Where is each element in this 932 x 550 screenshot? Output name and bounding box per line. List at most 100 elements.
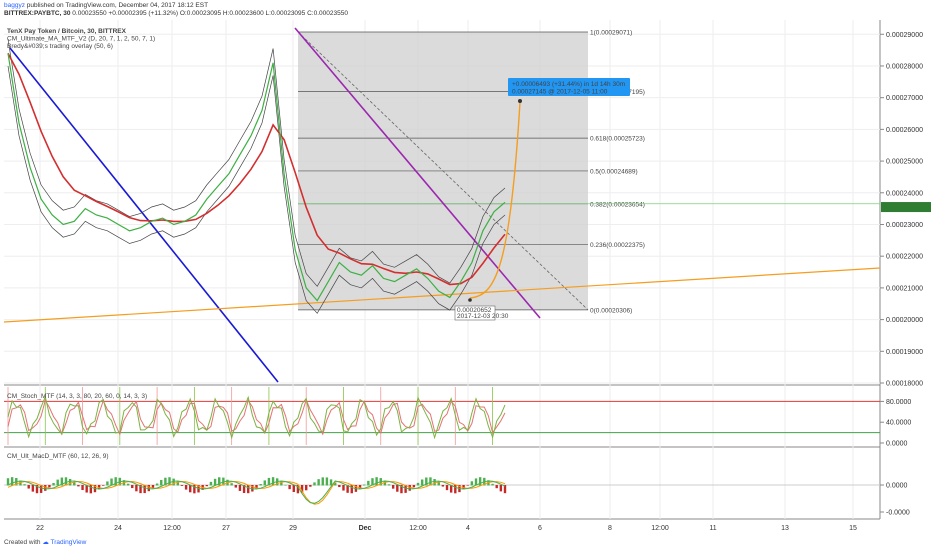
macd-histogram-bar: [449, 485, 453, 493]
macd-histogram-bar: [400, 485, 403, 494]
macd-histogram-bar: [358, 485, 362, 489]
macd-histogram-bar: [10, 477, 14, 486]
macd-histogram-bar: [313, 482, 316, 486]
macd-histogram-bar: [77, 485, 80, 487]
macd-histogram-bar: [35, 485, 39, 494]
macd-histogram-bar: [495, 485, 498, 489]
macd-histogram-bar: [151, 485, 155, 488]
macd-histogram-bar: [445, 485, 449, 491]
macd-histogram-bar: [305, 485, 308, 491]
macd-histogram-bar: [6, 478, 10, 486]
macd-histogram-bar: [31, 485, 35, 492]
x-tick-label: 15: [849, 525, 857, 532]
fib-level-label: 0.236(0.00022375): [590, 242, 645, 249]
macd-histogram-bar: [288, 485, 291, 490]
macd-histogram-bar: [247, 485, 250, 494]
macd-histogram-bar: [391, 485, 395, 489]
x-tick-label: 12:00: [409, 525, 427, 532]
macd-histogram-bar: [160, 480, 163, 486]
macd-histogram-bar: [309, 485, 312, 487]
macd-histogram-bar: [110, 478, 113, 486]
y-tick-label: 0.00020000: [886, 317, 923, 324]
macd-histogram-bar: [27, 485, 30, 489]
macd-histogram-bar: [85, 485, 88, 493]
macd-histogram-bar: [267, 477, 271, 486]
macd-histogram-bar: [263, 480, 266, 486]
projection-sublabel: 0.00027145 @ 2017-12-05 11:00: [512, 89, 608, 96]
macd-histogram-bar: [317, 479, 320, 486]
macd-histogram-bar: [184, 485, 188, 490]
macd-histogram-bar: [383, 480, 387, 486]
legend-indicator-overlay: Bredy&#039;s trading overlay (50, 6): [7, 43, 113, 50]
y-tick-label: 0.00029000: [886, 32, 923, 39]
macd-histogram-bar: [387, 484, 391, 486]
y-tick-label: 0.00025000: [886, 159, 923, 166]
y-tick-label: 0.00028000: [886, 63, 923, 70]
macd-histogram-bar: [321, 477, 324, 486]
x-tick-label: 27: [222, 525, 230, 532]
y-tick-label: 0.00024000: [886, 190, 923, 197]
macd-histogram-bar: [126, 483, 130, 486]
macd-histogram-bar: [209, 481, 213, 486]
macd-histogram-bar: [470, 481, 474, 486]
macd-histogram-bar: [139, 485, 142, 494]
tradingview-logo-icon: ☁: [42, 539, 49, 546]
macd-histogram-bar: [478, 477, 482, 486]
macd-tick-label: -0.0000: [886, 510, 910, 517]
macd-histogram-bar: [189, 485, 192, 493]
macd-histogram-bar: [135, 485, 138, 492]
macd-histogram-bar: [213, 478, 217, 486]
macd-histogram-bar: [52, 483, 55, 486]
macd-tick-label: 0.0000: [886, 483, 908, 490]
macd-histogram-bar: [218, 477, 221, 486]
macd-histogram-bar: [251, 485, 254, 492]
macd-histogram-bar: [429, 477, 432, 486]
overlay-upper-band: [7, 38, 506, 287]
macd-line: [7, 480, 506, 504]
macd-histogram-bar: [362, 484, 366, 486]
macd-histogram-bar: [155, 483, 159, 486]
x-tick-label: 8: [608, 525, 612, 532]
macd-histogram-bar: [230, 483, 233, 486]
y-tick-label: 0.00026000: [886, 127, 923, 134]
macd-histogram-bar: [60, 477, 64, 486]
x-tick-label: 24: [114, 525, 122, 532]
macd-histogram-bar: [143, 485, 146, 494]
x-tick-label: 12:00: [163, 525, 181, 532]
stoch-label: CM_Stoch_MTF (14, 3, 3, 80, 20, 60, 0, 1…: [7, 393, 147, 400]
macd-histogram-bar: [168, 477, 171, 486]
macd-histogram-bar: [346, 485, 349, 493]
projection-label: +0.00006493 (+31.44%) in 1d 14h 30m: [512, 81, 625, 88]
purple-trend-line: [294, 27, 541, 319]
macd-histogram-bar: [474, 478, 478, 486]
macd-histogram-bar: [89, 485, 93, 494]
macd-label: CM_Ult_MacD_MTF (60, 12, 26, 9): [7, 453, 109, 460]
stoch-d-line: [7, 398, 506, 436]
macd-histogram-bar: [325, 477, 329, 486]
macd-histogram-bar: [437, 482, 440, 486]
macd-histogram-bar: [102, 485, 105, 486]
macd-histogram-bar: [68, 478, 72, 486]
symbol-text: BITTREX:PAYBTC, 30: [4, 10, 71, 17]
tradingview-link[interactable]: TradingView: [50, 539, 87, 546]
y-tick-label: 0.00021000: [886, 285, 923, 292]
macd-histogram-bar: [164, 477, 167, 486]
projection-end-dot: [518, 99, 522, 103]
legend-indicator-ma: CM_Ultimate_MA_MTF_V2 (D, 20, 7, 1, 2, 5…: [7, 36, 155, 43]
author-link[interactable]: baggyz: [4, 2, 25, 9]
stoch-tick-label: 0.0000: [886, 441, 908, 448]
macd-histogram-bar: [176, 481, 180, 486]
macd-histogram-bar: [73, 482, 76, 486]
macd-histogram-bar: [371, 478, 374, 486]
macd-histogram-bar: [350, 485, 353, 494]
macd-histogram-bar: [375, 477, 378, 486]
macd-histogram-bar: [106, 481, 109, 486]
macd-histogram-bar: [193, 485, 196, 494]
stoch-tick-label: 80.0000: [886, 399, 911, 406]
x-tick-label: 13: [781, 525, 789, 532]
macd-histogram-bar: [342, 485, 345, 491]
macd-histogram-bar: [338, 485, 341, 488]
symbol-info: BITTREX:PAYBTC, 30 0.00023550 +0.0000239…: [4, 10, 348, 18]
macd-histogram-bar: [416, 482, 420, 486]
